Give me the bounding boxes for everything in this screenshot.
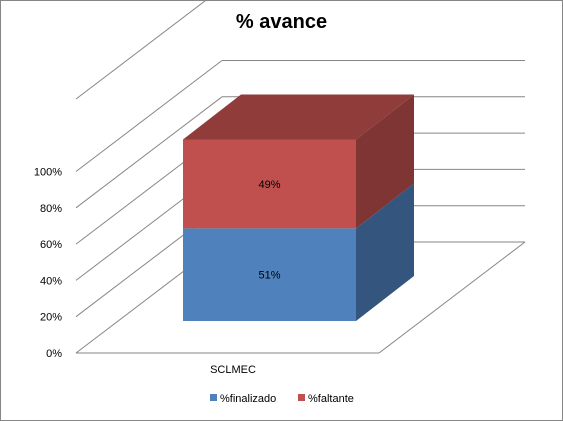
data-label: 49% [258,179,280,191]
legend-label: %faltante [308,393,354,405]
y-tick-label: 80% [40,203,62,215]
y-tick-label: 0% [46,348,62,360]
legend-swatch-faltante [298,394,305,401]
y-tick-label: 100% [34,167,62,179]
side-wall-top-edge [76,1,222,99]
y-tick-label: 20% [40,312,62,324]
y-tick-label: 40% [40,275,62,287]
legend-swatch-finalizado [210,394,217,401]
data-label: 51% [258,270,280,282]
x-category-label: SCLMEC [210,364,256,376]
legend-label: %finalizado [220,393,276,405]
y-tick-label: 60% [40,239,62,251]
